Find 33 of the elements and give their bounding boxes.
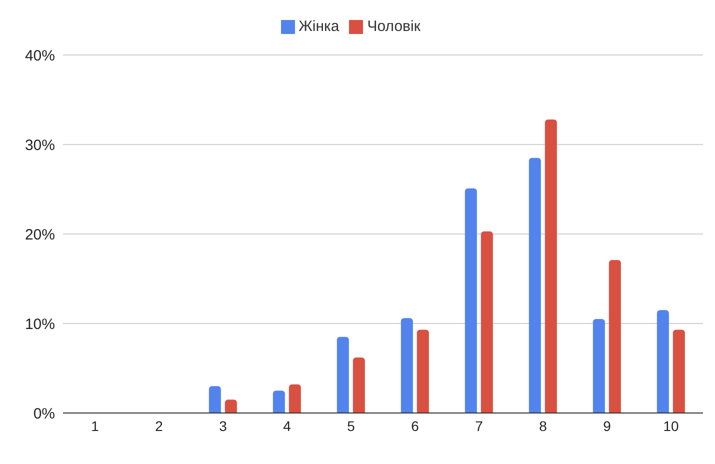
bar	[208, 386, 221, 413]
x-tick-label: 3	[219, 418, 228, 434]
x-tick-label: 9	[603, 418, 612, 434]
x-tick-label: 6	[411, 418, 420, 434]
bar	[416, 330, 429, 413]
bar	[480, 231, 493, 413]
bar	[352, 358, 365, 413]
bar	[400, 318, 413, 413]
bar	[224, 400, 237, 413]
y-tick-label: 10%	[24, 316, 55, 333]
bar	[528, 158, 541, 413]
bar	[608, 260, 621, 413]
x-tick-label: 7	[475, 418, 484, 434]
x-tick-label: 1	[91, 418, 100, 434]
y-tick-label: 20%	[24, 226, 55, 244]
x-tick-label: 4	[283, 418, 292, 434]
legend-label: Жінка	[298, 18, 340, 35]
x-tick-label: 5	[347, 418, 356, 434]
legend-label: Чоловік	[367, 18, 420, 35]
y-tick-label: 30%	[24, 136, 55, 154]
bar	[272, 390, 285, 413]
bar	[656, 310, 669, 413]
bar	[544, 119, 557, 413]
bar	[288, 384, 301, 413]
bar	[464, 188, 477, 413]
bar	[592, 319, 605, 413]
y-tick-label: 40%	[24, 47, 55, 64]
x-tick-label: 8	[539, 418, 548, 434]
bar	[336, 336, 349, 413]
x-tick-label: 10	[663, 418, 679, 434]
bar	[672, 330, 685, 413]
x-tick-label: 2	[155, 418, 164, 434]
y-tick-label: 0%	[33, 405, 55, 422]
